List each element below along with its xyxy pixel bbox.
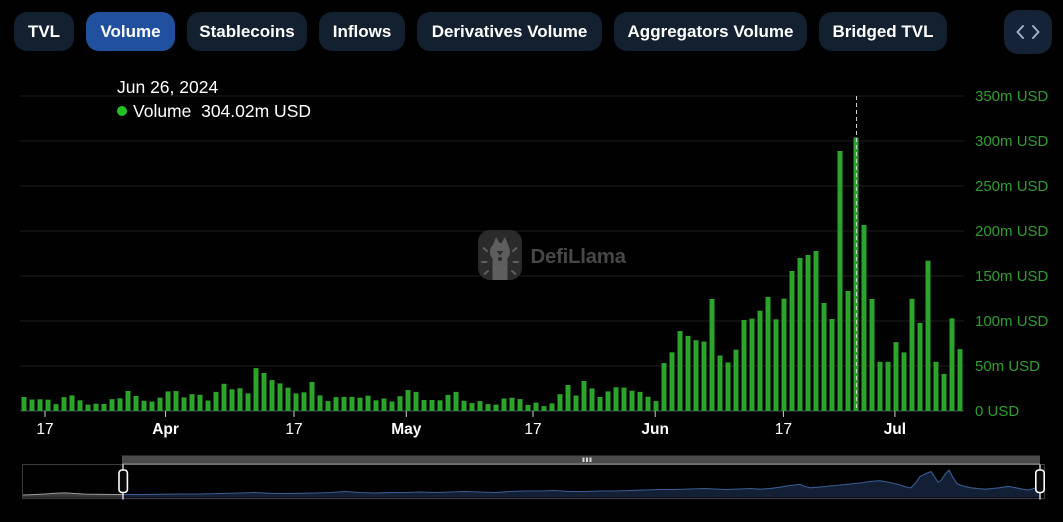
svg-text:150m USD: 150m USD bbox=[975, 268, 1049, 285]
svg-text:DefiLlama: DefiLlama bbox=[531, 245, 627, 268]
svg-text:300m USD: 300m USD bbox=[975, 133, 1049, 150]
svg-text:17: 17 bbox=[36, 421, 53, 438]
svg-text:May: May bbox=[391, 421, 422, 438]
svg-text:200m USD: 200m USD bbox=[975, 223, 1049, 240]
svg-text:17: 17 bbox=[524, 421, 541, 438]
svg-text:Jul: Jul bbox=[884, 421, 906, 438]
svg-text:17: 17 bbox=[285, 421, 302, 438]
svg-text:Apr: Apr bbox=[152, 421, 179, 438]
svg-text:Jun: Jun bbox=[641, 421, 669, 438]
svg-text:50m USD: 50m USD bbox=[975, 358, 1040, 375]
svg-text:350m USD: 350m USD bbox=[975, 88, 1049, 105]
svg-text:17: 17 bbox=[775, 421, 792, 438]
svg-text:100m USD: 100m USD bbox=[975, 313, 1049, 330]
svg-text:Volume 304.02m USD: Volume 304.02m USD bbox=[133, 101, 311, 121]
svg-text:250m USD: 250m USD bbox=[975, 178, 1049, 195]
svg-text:Jun 26, 2024: Jun 26, 2024 bbox=[117, 77, 218, 97]
svg-text:0 USD: 0 USD bbox=[975, 403, 1019, 420]
